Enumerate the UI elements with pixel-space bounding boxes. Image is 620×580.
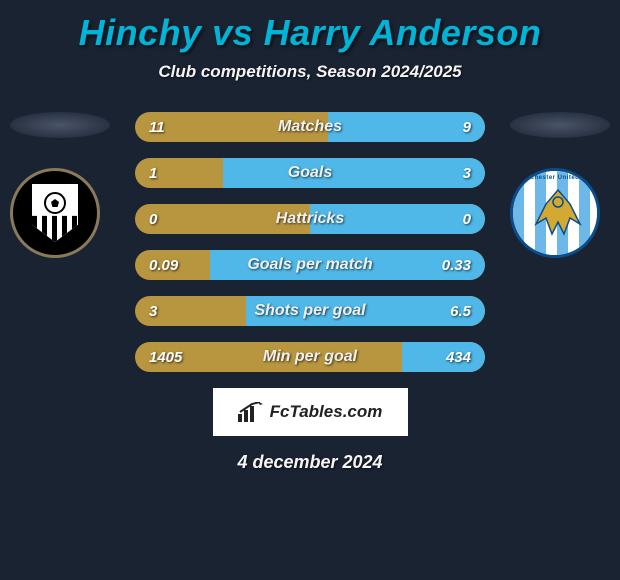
stat-value-right: 3 [463,165,471,182]
stat-row: 1Goals3 [135,158,485,188]
stat-value-right: 434 [446,349,471,366]
subtitle: Club competitions, Season 2024/2025 [0,62,620,82]
stat-bars: 11Matches9 1Goals3 0Hattricks0 0.09Goals pe… [135,112,485,372]
notts-shield [32,184,78,242]
team-left-crest [10,168,100,258]
stat-value-right: 0.33 [442,257,471,274]
football-icon [44,192,66,214]
team-left-block [10,112,110,258]
stat-value-right: 6.5 [450,303,471,320]
crest-text-top: Colchester United FC [513,175,597,181]
eagle-icon [526,184,590,248]
stat-label: Shots per goal [135,302,485,320]
page-title: Hinchy vs Harry Anderson [0,0,620,54]
stat-row: 1405Min per goal434 [135,342,485,372]
chart-icon [238,402,264,422]
watermark-text: FcTables.com [270,402,383,422]
team-right-block: Colchester United FC [510,112,610,258]
stat-label: Min per goal [135,348,485,366]
crest-shadow-left [10,112,110,138]
stat-row: 11Matches9 [135,112,485,142]
stat-label: Goals per match [135,256,485,274]
stat-label: Goals [135,164,485,182]
comparison-panel: Colchester United FC 11Matches9 1Goals3 0H… [0,112,620,473]
stat-value-right: 9 [463,119,471,136]
stat-label: Hattricks [135,210,485,228]
crest-shadow-right [510,112,610,138]
date-text: 4 december 2024 [0,452,620,473]
stat-row: 0.09Goals per match0.33 [135,250,485,280]
team-right-crest: Colchester United FC [510,168,600,258]
watermark: FcTables.com [213,388,408,436]
stat-label: Matches [135,118,485,136]
stat-value-right: 0 [463,211,471,228]
stat-row: 3Shots per goal6.5 [135,296,485,326]
stat-row: 0Hattricks0 [135,204,485,234]
